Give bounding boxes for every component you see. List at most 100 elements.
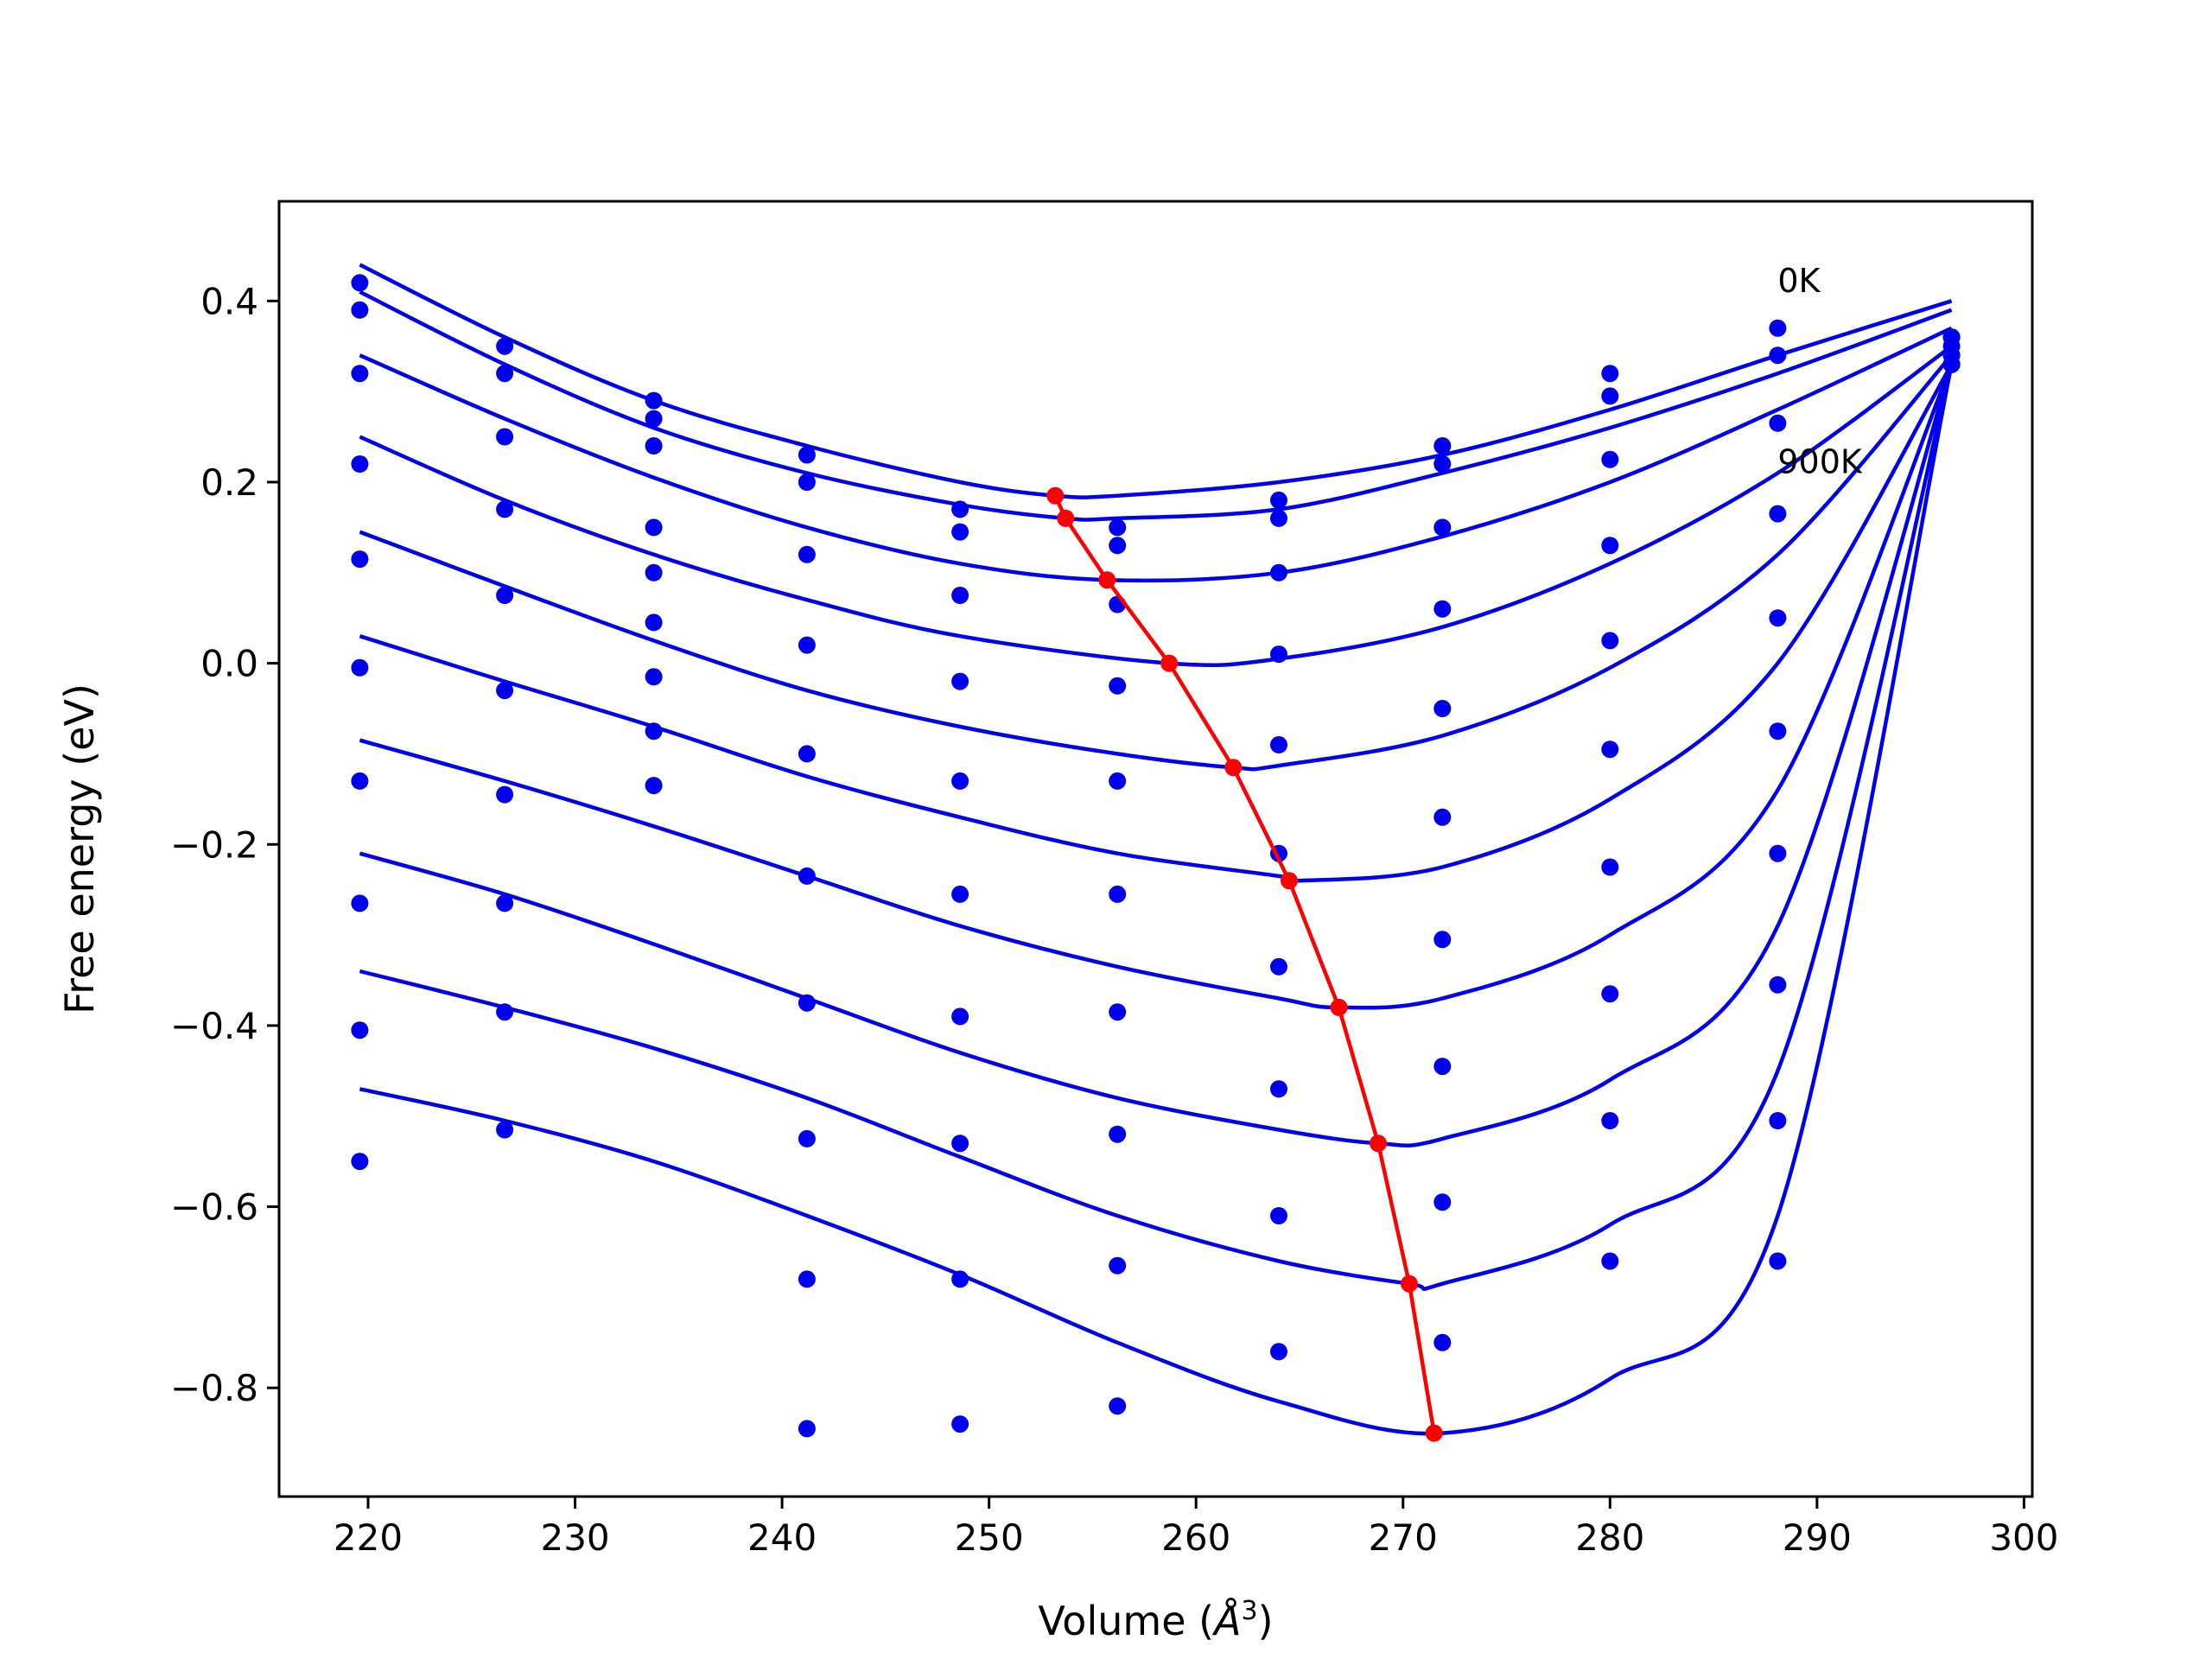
fit-curve-9 — [359, 364, 1954, 1436]
data-point — [351, 274, 369, 292]
data-point — [1270, 563, 1287, 582]
data-point — [951, 1007, 969, 1026]
data-point — [798, 1129, 816, 1147]
data-point — [1433, 1058, 1452, 1076]
data-point — [1109, 1003, 1127, 1021]
temperature-label: 900K — [1777, 442, 1863, 480]
data-point — [1769, 319, 1787, 337]
data-point — [1433, 437, 1452, 454]
data-point — [1769, 1112, 1787, 1129]
fit-curve-5 — [359, 363, 1954, 884]
data-point — [798, 1270, 816, 1288]
data-point — [951, 772, 969, 790]
data-point — [1601, 387, 1619, 405]
annotations: 0K 900K — [1777, 262, 1863, 481]
y-tick-label: −0.2 — [170, 823, 258, 866]
temperature-label: 0K — [1777, 262, 1821, 300]
plot-area — [351, 263, 1961, 1442]
fit-curve-2 — [359, 326, 1953, 583]
fit-curve-4 — [359, 353, 1954, 772]
data-point — [351, 365, 369, 383]
fit-curve-6 — [359, 363, 1954, 1010]
data-point — [351, 301, 369, 319]
fit-curve-8 — [359, 364, 1954, 1292]
data-point — [645, 613, 663, 632]
data-point — [1109, 518, 1127, 537]
data-point — [351, 455, 369, 473]
data-point — [1601, 858, 1619, 876]
x-axis: 220 230 240 250 260 270 280 290 300 — [334, 1497, 2059, 1559]
y-tick-label: 0.0 — [200, 643, 258, 685]
data-point — [496, 365, 514, 383]
data-point — [1270, 736, 1287, 753]
data-point — [1109, 885, 1127, 903]
data-point — [496, 894, 514, 912]
data-point — [798, 545, 816, 563]
x-tick-label: 290 — [1783, 1516, 1852, 1559]
data-point — [798, 994, 816, 1012]
x-axis-label: Volume (Å3) — [1038, 1596, 1273, 1644]
y-axis-label: Free energy (eV) — [56, 683, 103, 1014]
data-point — [351, 550, 369, 569]
data-point — [951, 1135, 969, 1153]
minimum-point — [1330, 998, 1348, 1016]
x-tick-label: 260 — [1161, 1516, 1230, 1559]
x-tick-label: 270 — [1369, 1516, 1438, 1559]
data-point — [1433, 1333, 1452, 1351]
data-point — [1769, 722, 1787, 741]
data-point — [496, 500, 514, 518]
data-point — [951, 523, 969, 541]
fit-curve-7 — [359, 364, 1954, 1148]
data-point — [496, 682, 514, 700]
data-point — [645, 437, 663, 454]
x-tick-label: 300 — [1989, 1516, 2058, 1559]
data-point — [1601, 537, 1619, 555]
minimum-point — [1057, 509, 1075, 527]
data-point — [1109, 677, 1127, 695]
data-point — [496, 428, 514, 446]
data-point — [798, 867, 816, 885]
data-point — [1109, 1256, 1127, 1274]
data-point — [798, 474, 816, 491]
minimum-point — [1046, 486, 1065, 505]
y-tick-label: 0.4 — [200, 280, 258, 322]
data-point — [1769, 505, 1787, 523]
data-point — [1433, 808, 1452, 826]
data-point — [645, 722, 663, 741]
data-point — [351, 658, 369, 677]
data-point — [951, 1415, 969, 1433]
data-point — [1270, 1080, 1287, 1098]
data-point — [1769, 1252, 1787, 1270]
data-point — [1769, 346, 1787, 365]
data-point — [645, 777, 663, 795]
data-point — [951, 672, 969, 690]
y-tick-label: −0.4 — [170, 1005, 258, 1047]
y-axis: −0.8 −0.6 −0.4 −0.2 0.0 0.2 0.4 — [170, 280, 279, 1409]
plot-frame — [277, 200, 2034, 1498]
data-point — [1109, 537, 1127, 555]
data-point — [1769, 609, 1787, 627]
minimum-point — [1224, 759, 1243, 777]
data-point — [1601, 365, 1619, 383]
data-point — [1769, 976, 1787, 994]
data-point — [496, 337, 514, 355]
data-point — [645, 518, 663, 537]
data-point — [1433, 518, 1452, 537]
data-point — [951, 587, 969, 604]
data-point — [951, 1270, 969, 1288]
data-point — [1270, 1207, 1287, 1224]
data-point — [645, 410, 663, 428]
data-point — [1433, 455, 1452, 473]
x-tick-label: 230 — [540, 1516, 609, 1559]
data-point — [645, 391, 663, 410]
data-point — [1942, 355, 1961, 373]
data-point — [496, 1003, 514, 1021]
y-tick-label: 0.2 — [200, 461, 258, 504]
data-point — [1769, 844, 1787, 862]
data-point — [798, 745, 816, 763]
data-point — [1601, 632, 1619, 650]
y-tick-label: −0.8 — [170, 1367, 258, 1409]
data-point — [798, 1420, 816, 1438]
data-point — [351, 894, 369, 912]
